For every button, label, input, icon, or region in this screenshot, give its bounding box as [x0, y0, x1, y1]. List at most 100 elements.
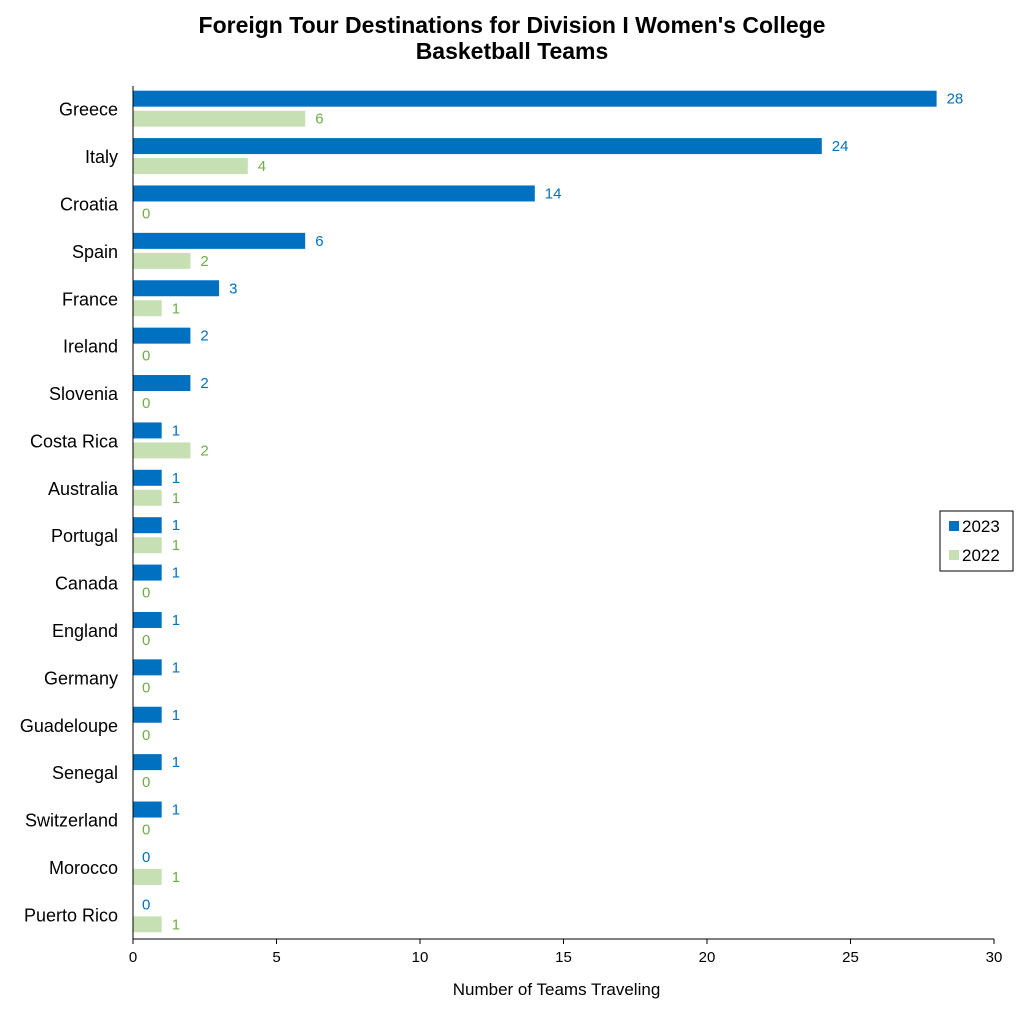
bar-2023	[133, 754, 162, 771]
bar-2023	[133, 517, 162, 534]
category-label: Germany	[44, 668, 118, 688]
data-label-2022: 0	[142, 205, 150, 222]
data-label-2023: 3	[229, 280, 237, 297]
category-label: Guadeloupe	[20, 716, 118, 736]
bar-2022	[133, 537, 162, 554]
data-label-2023: 2	[200, 375, 208, 392]
data-label-2022: 1	[172, 490, 180, 507]
data-label-2022: 0	[142, 348, 150, 365]
bar-2023	[133, 659, 162, 676]
data-label-2023: 2	[200, 328, 208, 345]
value-labels: 28 6 24 4 14 0 6 2 3 1 2 0 2 0 1 2 1 1 1 1 1 0 1 0 1 0 1 0 1 0 1 0 0 1 0 1	[142, 91, 963, 934]
data-label-2023: 0	[142, 896, 150, 913]
legend: 2023 2022	[939, 510, 1014, 572]
data-label-2023: 28	[947, 91, 964, 108]
data-label-2022: 0	[142, 822, 150, 839]
category-label: Costa Rica	[30, 431, 119, 451]
bar-2023	[133, 469, 162, 486]
category-label: France	[62, 289, 118, 309]
data-label-2023: 1	[172, 565, 180, 582]
data-label-2022: 0	[142, 585, 150, 602]
category-label: Croatia	[60, 194, 119, 214]
bar-2022	[133, 110, 306, 127]
data-label-2023: 1	[172, 707, 180, 724]
bar-2023	[133, 90, 937, 107]
category-label: Australia	[48, 479, 119, 499]
data-label-2022: 0	[142, 727, 150, 744]
category-label: Portugal	[51, 526, 118, 546]
x-tick-label: 0	[129, 949, 137, 966]
data-label-2023: 14	[545, 185, 562, 202]
bar-2022	[133, 868, 162, 885]
bar-2023	[133, 138, 822, 155]
data-label-2023: 6	[315, 233, 323, 250]
bar-2022	[133, 489, 162, 506]
category-label: Ireland	[63, 337, 118, 357]
category-label: Canada	[55, 574, 119, 594]
bar-2023	[133, 422, 162, 439]
data-label-2023: 1	[172, 517, 180, 534]
data-label-2022: 0	[142, 774, 150, 791]
data-label-2023: 1	[172, 659, 180, 676]
data-label-2022: 0	[142, 632, 150, 649]
data-label-2022: 2	[200, 442, 208, 459]
x-tick-label: 30	[986, 949, 1003, 966]
data-label-2022: 1	[172, 869, 180, 886]
data-label-2022: 0	[142, 395, 150, 412]
legend-swatch-2022	[949, 550, 959, 560]
data-label-2023: 1	[172, 612, 180, 629]
category-label: England	[52, 621, 118, 641]
data-label-2022: 2	[200, 253, 208, 270]
chart-title-line: Basketball Teams	[416, 38, 609, 64]
category-label: Spain	[72, 242, 118, 262]
data-label-2022: 4	[258, 158, 266, 175]
bars	[133, 90, 937, 933]
bar-2023	[133, 564, 162, 581]
bar-2023	[133, 327, 191, 344]
category-labels: Greece Italy Croatia Spain France Ireland Slov…	[20, 100, 119, 926]
data-label-2023: 1	[172, 470, 180, 487]
data-label-2023: 1	[172, 802, 180, 819]
data-label-2023: 1	[172, 754, 180, 771]
legend-label-2023: 2023	[962, 517, 1000, 536]
bar-2023	[133, 280, 220, 297]
bar-2023	[133, 185, 535, 202]
bar-2023	[133, 706, 162, 723]
x-tick-label: 25	[842, 949, 859, 966]
x-tick-label: 20	[699, 949, 716, 966]
category-label: Italy	[85, 147, 118, 167]
category-label: Senegal	[52, 763, 118, 783]
bar-2022	[133, 442, 191, 459]
x-tick-label: 10	[412, 949, 429, 966]
bar-2023	[133, 375, 191, 392]
bar-2023	[133, 232, 306, 249]
category-label: Slovenia	[49, 384, 119, 404]
category-label: Greece	[59, 100, 118, 120]
data-label-2022: 1	[172, 300, 180, 317]
chart-title-line: Foreign Tour Destinations for Division I…	[199, 12, 826, 38]
legend-label-2022: 2022	[962, 546, 1000, 565]
data-label-2022: 1	[172, 916, 180, 933]
data-label-2022: 0	[142, 679, 150, 696]
bar-2022	[133, 158, 248, 175]
chart-title: Foreign Tour Destinations for Division I…	[199, 12, 826, 64]
data-label-2022: 1	[172, 537, 180, 554]
x-tick-label: 5	[272, 949, 280, 966]
category-label: Switzerland	[25, 811, 118, 831]
bar-2022	[133, 252, 191, 269]
data-label-2023: 1	[172, 422, 180, 439]
bar-2022	[133, 300, 162, 317]
legend-swatch-2023	[949, 521, 959, 531]
data-label-2023: 24	[832, 138, 849, 155]
data-label-2023: 0	[142, 849, 150, 866]
bar-2023	[133, 611, 162, 628]
data-label-2022: 6	[315, 111, 323, 128]
bar-2023	[133, 801, 162, 818]
bar-2022	[133, 916, 162, 933]
category-label: Puerto Rico	[24, 905, 118, 925]
x-tick-label: 15	[555, 949, 572, 966]
x-axis-title: Number of Teams Traveling	[453, 980, 661, 999]
category-label: Morocco	[49, 858, 118, 878]
